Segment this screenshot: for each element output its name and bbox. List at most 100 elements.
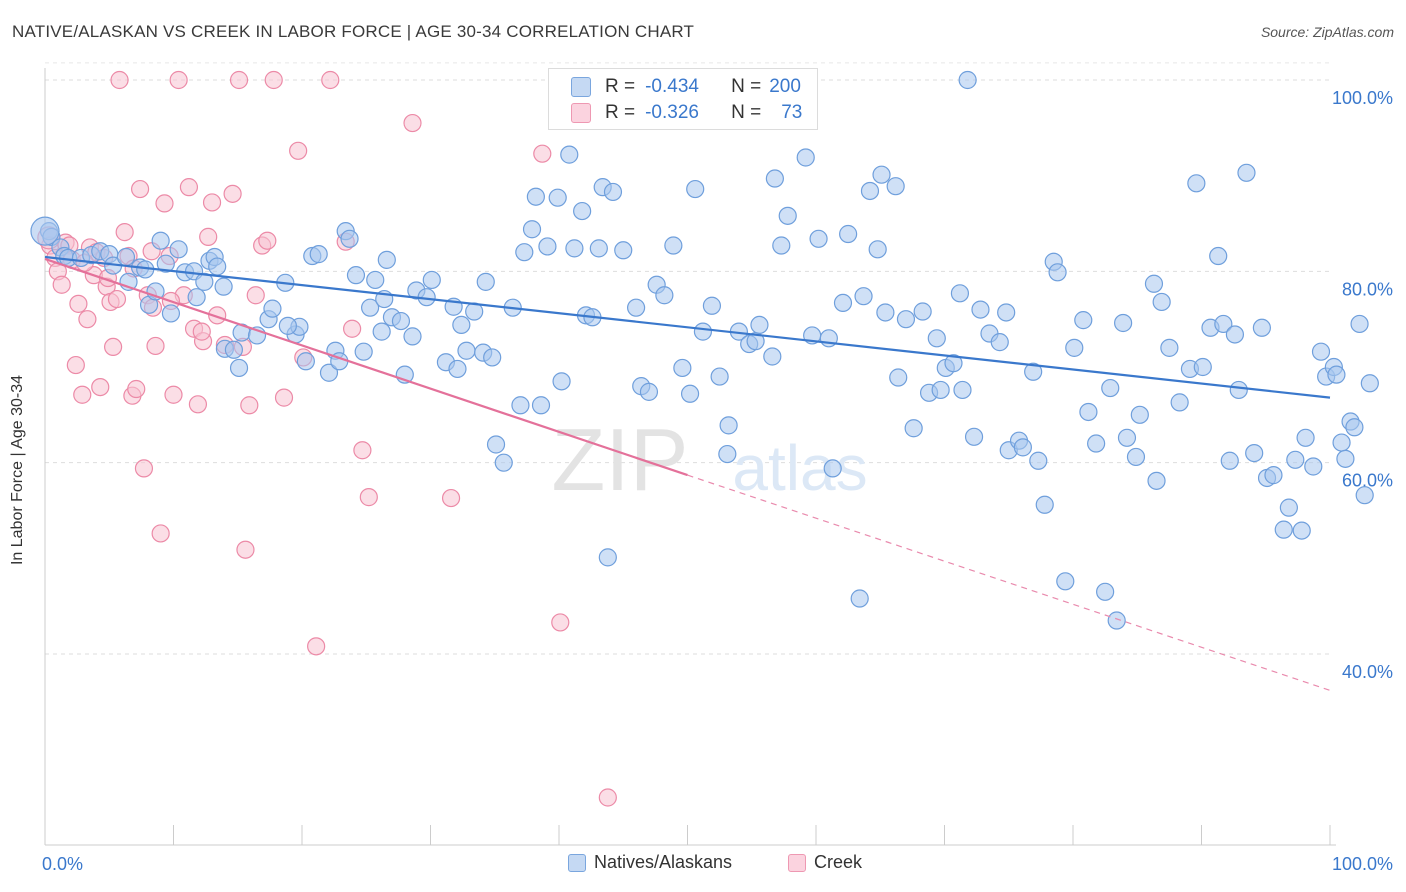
natives-point [1013, 438, 1032, 457]
natives-point [346, 266, 366, 285]
natives-point [1029, 451, 1048, 470]
natives-point [1264, 466, 1283, 485]
natives-point [1225, 325, 1245, 344]
natives-point [889, 368, 908, 387]
natives-point [169, 240, 188, 259]
natives-point [366, 270, 385, 290]
natives-point [1274, 520, 1293, 539]
y-tick-label: 80.0% [1342, 279, 1393, 299]
natives-point [673, 358, 692, 378]
natives-point [913, 302, 932, 321]
natives-point [161, 304, 181, 323]
natives-point [296, 352, 315, 371]
creek-point [258, 231, 277, 250]
creek-point [229, 70, 249, 90]
creek-point [199, 227, 218, 246]
natives-point [1117, 428, 1137, 447]
natives-point [702, 296, 722, 315]
creek-point [104, 337, 123, 357]
natives-point [263, 299, 282, 318]
natives-point [854, 287, 873, 306]
natives-point [1209, 246, 1228, 266]
natives-point [30, 216, 60, 246]
natives-point [964, 427, 984, 446]
creek-point [110, 70, 129, 90]
natives-point [886, 177, 905, 196]
natives-point [552, 372, 571, 391]
natives-point [868, 240, 887, 259]
legend-swatch-natives [568, 853, 586, 872]
natives-point [354, 342, 373, 361]
natives-point [1101, 378, 1120, 398]
legend-r-label: R = [605, 102, 636, 123]
natives-point [872, 165, 891, 184]
natives-point [1345, 418, 1364, 437]
natives-point [1187, 174, 1206, 193]
natives-point [494, 453, 513, 472]
natives-point [1035, 495, 1054, 514]
creek-points [37, 70, 617, 807]
natives-point [560, 145, 579, 164]
natives-point [1130, 405, 1149, 424]
creek-point [78, 310, 97, 329]
natives-point [1296, 428, 1315, 447]
natives-point [377, 250, 396, 269]
natives-point [1114, 313, 1133, 333]
creek-point [73, 385, 92, 404]
legend-n-value: 200 [769, 76, 801, 97]
natives-point [187, 288, 206, 307]
legend-swatch-creek [788, 853, 806, 872]
watermark-atlas: atlas [732, 432, 867, 504]
natives-point [997, 303, 1016, 322]
creek-point [208, 306, 227, 325]
creek-point [146, 336, 165, 356]
natives-point [151, 231, 170, 250]
creek-point [307, 637, 326, 656]
creek-point [289, 141, 308, 160]
natives-point [372, 322, 391, 341]
natives-point [457, 341, 476, 360]
creek-point [202, 193, 222, 212]
natives-point [1087, 434, 1106, 453]
natives-point [765, 169, 784, 188]
creek-point [223, 184, 242, 203]
creek-point [343, 319, 362, 338]
natives-point [958, 70, 977, 90]
natives-point [896, 310, 916, 329]
y-tick-labels: 100.0% 80.0% 60.0% 40.0% [1332, 88, 1393, 682]
natives-point [626, 298, 646, 317]
natives-point [515, 243, 534, 262]
natives-point [486, 435, 506, 454]
natives-point [1327, 365, 1346, 384]
watermark-zip: ZIP [552, 410, 689, 509]
natives-point [1048, 263, 1067, 282]
natives-point [476, 272, 495, 291]
natives-point [1350, 314, 1369, 334]
creek-point [264, 70, 283, 90]
natives-point [1220, 451, 1239, 470]
creek-point [236, 540, 255, 559]
legend-item-creek[interactable]: Creek [788, 852, 862, 873]
natives-point [710, 367, 729, 386]
natives-point [422, 270, 441, 290]
creek-point [359, 488, 378, 507]
natives-point [778, 206, 797, 225]
creek-point [107, 289, 127, 309]
natives-point [319, 363, 339, 382]
natives-point [573, 201, 592, 221]
natives-point [944, 354, 963, 373]
natives-point [876, 303, 895, 322]
natives-point [1193, 357, 1212, 377]
natives-point [403, 327, 422, 346]
natives-point [1355, 486, 1374, 505]
legend-item-natives[interactable]: Natives/Alaskans [568, 852, 732, 873]
natives-point [1214, 314, 1233, 334]
creek-point [127, 379, 146, 399]
natives-point [1024, 362, 1043, 381]
x-tick-label: 100.0% [1332, 854, 1393, 874]
natives-point [971, 300, 990, 319]
natives-point [1286, 450, 1305, 469]
natives-point [1336, 449, 1355, 468]
natives-point [796, 148, 815, 167]
